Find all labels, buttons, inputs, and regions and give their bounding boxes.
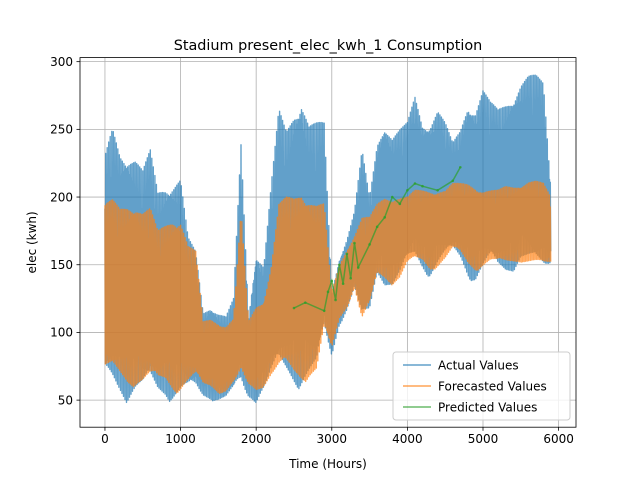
x-tick-label: 5000 [468,432,499,446]
predicted-value-point [436,188,439,192]
plot-frame [79,57,577,428]
predicted-value-point [341,282,345,285]
x-tick-label: 6000 [543,432,574,446]
x-tick-label: 4000 [392,432,423,446]
x-axis-ticks: 0 1000 2000 3000 4000 5000 6000 [101,427,574,446]
y-tick-label: 200 [50,190,73,204]
x-tick-label: 3000 [317,432,348,446]
predicted-value-point [304,301,307,304]
chart-title: Stadium present_elec_kwh_1 Consumption [174,38,483,54]
predicted-value-point [383,216,387,219]
x-tick-label: 2000 [241,432,272,446]
legend-label-actual: Actual Values [438,359,519,373]
x-axis-label: Time (Hours) [288,457,367,471]
predicted-value-point [330,279,334,283]
y-axis-ticks: 50 100 150 200 250 300 [50,55,80,407]
predicted-value-point [356,266,360,269]
predicted-value-point [459,165,462,169]
predicted-value-point [292,306,296,310]
legend: Actual Values Forecasted Values Predicte… [392,351,571,421]
y-tick-label: 50 [58,393,73,407]
predicted-value-point [345,252,349,256]
predicted-value-point [421,184,424,188]
y-tick-label: 300 [50,55,73,69]
predicted-value-point [368,243,371,246]
forecasted-values-line [104,180,552,394]
predicted-value-point [413,182,417,185]
y-axis-label: elec (kwh) [25,211,39,273]
legend-label-predicted: Predicted Values [438,401,537,415]
predicted-values-series [292,165,462,313]
legend-box [392,351,571,421]
plot-series [104,74,552,404]
predicted-value-point [338,263,341,267]
y-tick-label: 100 [50,326,73,340]
forecasted-values-series [104,180,552,394]
predicted-value-point [451,179,455,183]
x-tick-label: 0 [101,432,109,446]
y-tick-label: 150 [50,258,73,272]
predicted-value-point [349,276,352,280]
y-tick-label: 250 [50,123,73,137]
predicted-value-point [406,188,409,192]
predicted-value-point [334,298,337,302]
predicted-value-point [326,290,330,294]
predicted-value-point [398,202,402,206]
predicted-value-point [353,241,356,245]
plot-area [104,74,552,404]
legend-label-forecasted: Forecasted Values [438,380,547,394]
predicted-value-point [390,195,394,199]
predicted-value-point [375,225,379,229]
predicted-value-point [322,309,326,313]
x-tick-label: 1000 [165,432,196,446]
